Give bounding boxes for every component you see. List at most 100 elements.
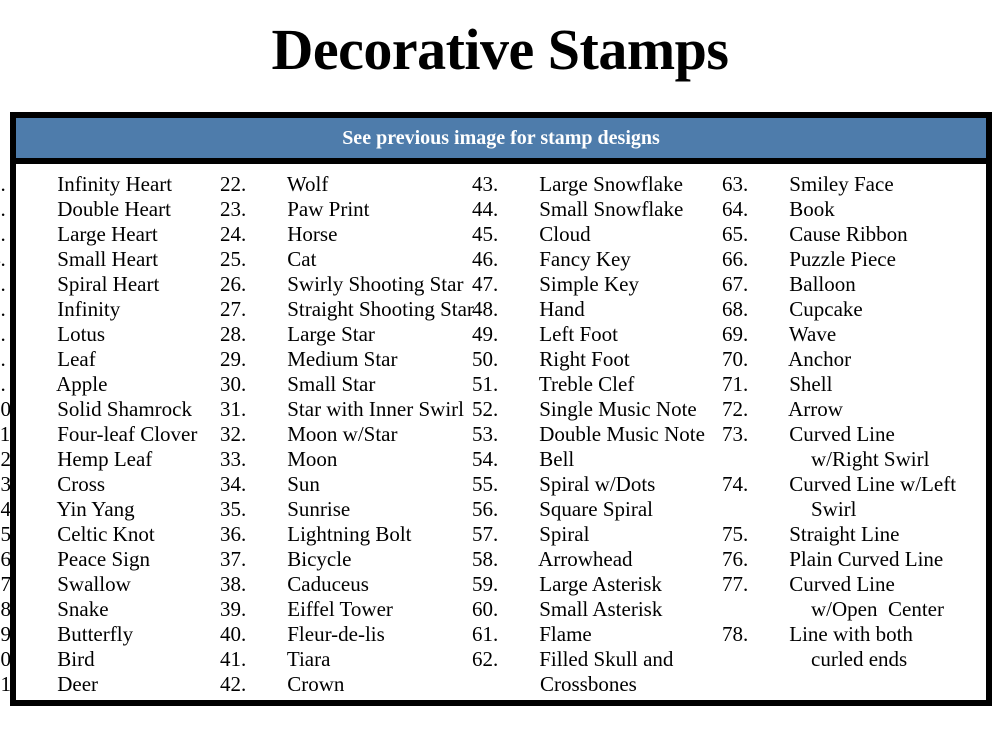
stamp-item-label: Anchor <box>784 347 852 371</box>
stamp-list-item: 77. Curved Line w/Open Center <box>722 572 992 622</box>
stamp-item-number: 39. <box>220 597 247 621</box>
stamp-list-item: 44. Small Snowflake <box>472 197 756 222</box>
stamp-item-label: Flame <box>534 622 592 646</box>
stamp-list-item: 42. Crown <box>220 672 506 697</box>
stamp-item-label: Wave <box>784 322 837 346</box>
stamp-item-label: Cloud <box>534 222 591 246</box>
stamp-item-number: 54. <box>472 447 499 471</box>
stamp-item-number: 3. <box>0 222 6 246</box>
stamp-item-label: Small Asterisk <box>534 597 663 621</box>
stamp-item-number: 65. <box>722 222 749 246</box>
stamp-list-item: 68. Cupcake <box>722 297 992 322</box>
stamp-item-label: Book <box>784 197 835 221</box>
stamp-item-number: 16. <box>0 547 17 571</box>
stamp-item-number: 45. <box>472 222 499 246</box>
stamp-column-3: 43. Large Snowflake 44. Small Snowflake 45… <box>472 172 756 697</box>
stamp-item-label: Hemp Leaf <box>52 447 153 471</box>
stamp-item-label: Bird <box>52 647 95 671</box>
stamp-list-item: 27. Straight Shooting Star <box>220 297 506 322</box>
stamp-list-item: 11. Four-leaf Clover <box>0 422 256 447</box>
stamp-item-label: Cause Ribbon <box>784 222 908 246</box>
stamp-list-item: 2. Double Heart <box>0 197 256 222</box>
stamp-list-3: 43. Large Snowflake 44. Small Snowflake 45… <box>472 172 756 697</box>
stamp-item-number: 2. <box>0 197 6 221</box>
stamp-item-number: 31. <box>220 397 247 421</box>
stamp-item-label: Sun <box>282 472 320 496</box>
stamp-list-item: 35. Sunrise <box>220 497 506 522</box>
stamp-list-item: 4. Small Heart <box>0 247 256 272</box>
stamp-list-item: 78. Line with both curled ends <box>722 622 992 672</box>
stamp-list-item: 8. Leaf <box>0 347 256 372</box>
stamp-item-number: 74. <box>722 472 749 496</box>
stamp-item-label: Yin Yang <box>52 497 135 521</box>
stamp-item-label: Large Asterisk <box>534 572 662 596</box>
stamp-list-item: 21. Deer <box>0 672 256 697</box>
stamp-item-label: Tiara <box>282 647 331 671</box>
stamp-item-number: 17. <box>0 572 17 596</box>
stamp-item-label: Snake <box>52 597 109 621</box>
stamp-item-number: 56. <box>472 497 499 521</box>
stamp-item-number: 21. <box>0 672 17 696</box>
stamp-list-item: 38. Caduceus <box>220 572 506 597</box>
panel-header-bar: See previous image for stamp designs <box>16 118 986 164</box>
stamp-item-label: Lotus <box>52 322 106 346</box>
stamp-list-item: 3. Large Heart <box>0 222 256 247</box>
stamp-list-item: 75. Straight Line <box>722 522 992 547</box>
stamp-item-label: Single Music Note <box>534 397 697 421</box>
stamp-column-1: 1. Infinity Heart2. Double Heart3. Large… <box>0 172 256 697</box>
stamp-item-number: 62. <box>472 647 499 671</box>
stamp-item-number: 73. <box>722 422 749 446</box>
stamp-item-number: 27. <box>220 297 247 321</box>
stamp-item-number: 4. <box>0 247 6 271</box>
stamp-list-item: 49. Left Foot <box>472 322 756 347</box>
stamp-list-item: 19. Butterfly <box>0 622 256 647</box>
stamp-item-number: 69. <box>722 322 749 346</box>
stamp-item-label: Swallow <box>52 572 131 596</box>
stamp-list-item: 34. Sun <box>220 472 506 497</box>
stamp-item-label: Solid Shamrock <box>52 397 192 421</box>
stamp-item-label: Leaf <box>52 347 96 371</box>
stamp-list-item: 74. Curved Line w/Left Swirl <box>722 472 992 522</box>
stamp-item-number: 35. <box>220 497 247 521</box>
stamp-item-label: Line with both curled ends <box>789 622 913 671</box>
stamp-item-label: Apple <box>52 372 108 396</box>
stamp-item-number: 30. <box>220 372 247 396</box>
stamp-item-label: Moon w/Star <box>282 422 398 446</box>
stamp-item-number: 66. <box>722 247 749 271</box>
stamp-item-number: 70. <box>722 347 749 371</box>
stamp-item-number: 7. <box>0 322 6 346</box>
stamp-item-label: Peace Sign <box>52 547 150 571</box>
stamp-item-number: 12. <box>0 447 17 471</box>
stamp-column-4: 63. Smiley Face 64. Book 65. Cause Ribbon 6… <box>722 172 992 672</box>
stamp-item-label: Small Snowflake <box>534 197 684 221</box>
stamp-item-number: 42. <box>220 672 247 696</box>
stamp-list-item: 58. Arrowhead <box>472 547 756 572</box>
stamp-item-label: Bell <box>534 447 575 471</box>
stamp-list-item: 40. Fleur-de-lis <box>220 622 506 647</box>
stamp-list-1: 1. Infinity Heart2. Double Heart3. Large… <box>0 172 256 697</box>
stamp-list-item: 24. Horse <box>220 222 506 247</box>
stamp-item-label: Bicycle <box>282 547 352 571</box>
stamp-list-item: 48. Hand <box>472 297 756 322</box>
stamp-item-label: Infinity <box>52 297 121 321</box>
stamp-item-number: 28. <box>220 322 247 346</box>
stamp-item-label: Medium Star <box>282 347 398 371</box>
stamp-list-item: 71. Shell <box>722 372 992 397</box>
stamp-list-item: 62. Filled Skull and Crossbones <box>472 647 756 697</box>
stamp-item-number: 55. <box>472 472 499 496</box>
stamp-item-number: 33. <box>220 447 247 471</box>
stamp-item-number: 52. <box>472 397 499 421</box>
stamp-item-label: Star with Inner Swirl <box>282 397 464 421</box>
stamp-item-number: 61. <box>472 622 499 646</box>
stamp-item-label: Curved Line w/Right Swirl <box>789 422 930 471</box>
stamp-item-number: 40. <box>220 622 247 646</box>
stamp-item-number: 46. <box>472 247 499 271</box>
stamp-list-item: 7. Lotus <box>0 322 256 347</box>
stamp-item-number: 20. <box>0 647 17 671</box>
stamp-list-item: 50. Right Foot <box>472 347 756 372</box>
stamp-item-label: Cross <box>52 472 106 496</box>
stamp-list-2: 22. Wolf 23. Paw Print 24. Horse 25. Cat 26.… <box>220 172 506 697</box>
panel-header-text: See previous image for stamp designs <box>342 127 660 149</box>
stamp-item-label: Eiffel Tower <box>282 597 393 621</box>
stamp-item-label: Large Snowflake <box>534 172 683 196</box>
